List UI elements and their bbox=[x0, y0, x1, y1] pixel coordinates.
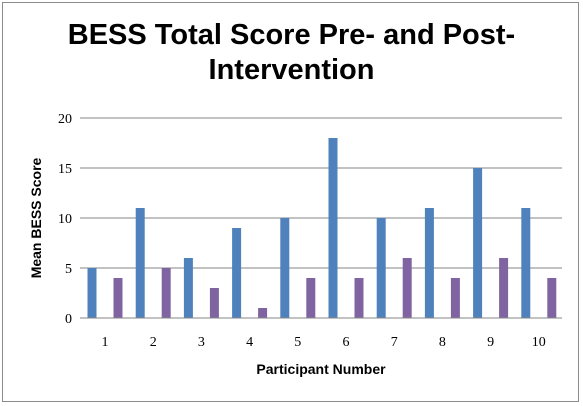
bar-pre bbox=[473, 168, 483, 318]
x-tick-label: 9 bbox=[487, 335, 494, 350]
x-tick-label: 2 bbox=[150, 335, 157, 350]
x-tick-label: 3 bbox=[198, 335, 205, 350]
bar-post bbox=[354, 278, 364, 318]
x-tick-label: 7 bbox=[391, 335, 398, 350]
bar-pre bbox=[424, 208, 434, 318]
bar-post bbox=[161, 268, 171, 318]
x-tick-label: 4 bbox=[246, 335, 253, 350]
bar-pre bbox=[328, 138, 338, 318]
bar-post bbox=[113, 278, 123, 318]
y-tick-label: 5 bbox=[65, 262, 72, 277]
bar-post bbox=[450, 278, 460, 318]
bar-pre bbox=[521, 208, 531, 318]
x-tick-label: 1 bbox=[102, 335, 109, 350]
bar-pre bbox=[376, 218, 386, 318]
x-tick-label: 6 bbox=[343, 335, 350, 350]
bar-post bbox=[209, 288, 219, 318]
x-axis-title: Participant Number bbox=[256, 361, 386, 377]
y-tick-label: 20 bbox=[58, 112, 72, 127]
bar-pre bbox=[280, 218, 290, 318]
y-tick-label: 10 bbox=[58, 212, 72, 227]
bar-pre bbox=[135, 208, 145, 318]
chart-frame bbox=[2, 2, 579, 402]
y-tick-label: 15 bbox=[58, 162, 72, 177]
x-tick-label: 10 bbox=[532, 335, 546, 350]
y-tick-labels: 0 5 10 15 20 bbox=[58, 112, 72, 327]
chart-title-line-2: Intervention bbox=[208, 54, 375, 86]
y-axis-title: Mean BESS Score bbox=[28, 157, 44, 278]
bars bbox=[87, 138, 557, 318]
bar-pre bbox=[232, 228, 242, 318]
bar-post bbox=[258, 308, 268, 318]
bar-post bbox=[402, 258, 412, 318]
y-tick-label: 0 bbox=[65, 312, 72, 327]
chart-title-line-1: BESS Total Score Pre- and Post- bbox=[67, 19, 516, 51]
gridlines bbox=[80, 117, 562, 269]
x-tick-label: 5 bbox=[294, 335, 301, 350]
chart-title: BESS Total Score Pre- and Post- Interven… bbox=[0, 18, 583, 88]
bar-pre bbox=[87, 268, 97, 318]
bar-post bbox=[499, 258, 509, 318]
bar-post bbox=[306, 278, 316, 318]
x-tick-labels: 1 2 3 4 5 6 7 8 9 10 bbox=[102, 335, 546, 350]
x-tick-label: 8 bbox=[439, 335, 446, 350]
bar-pre bbox=[183, 258, 193, 318]
bar-post bbox=[547, 278, 557, 318]
